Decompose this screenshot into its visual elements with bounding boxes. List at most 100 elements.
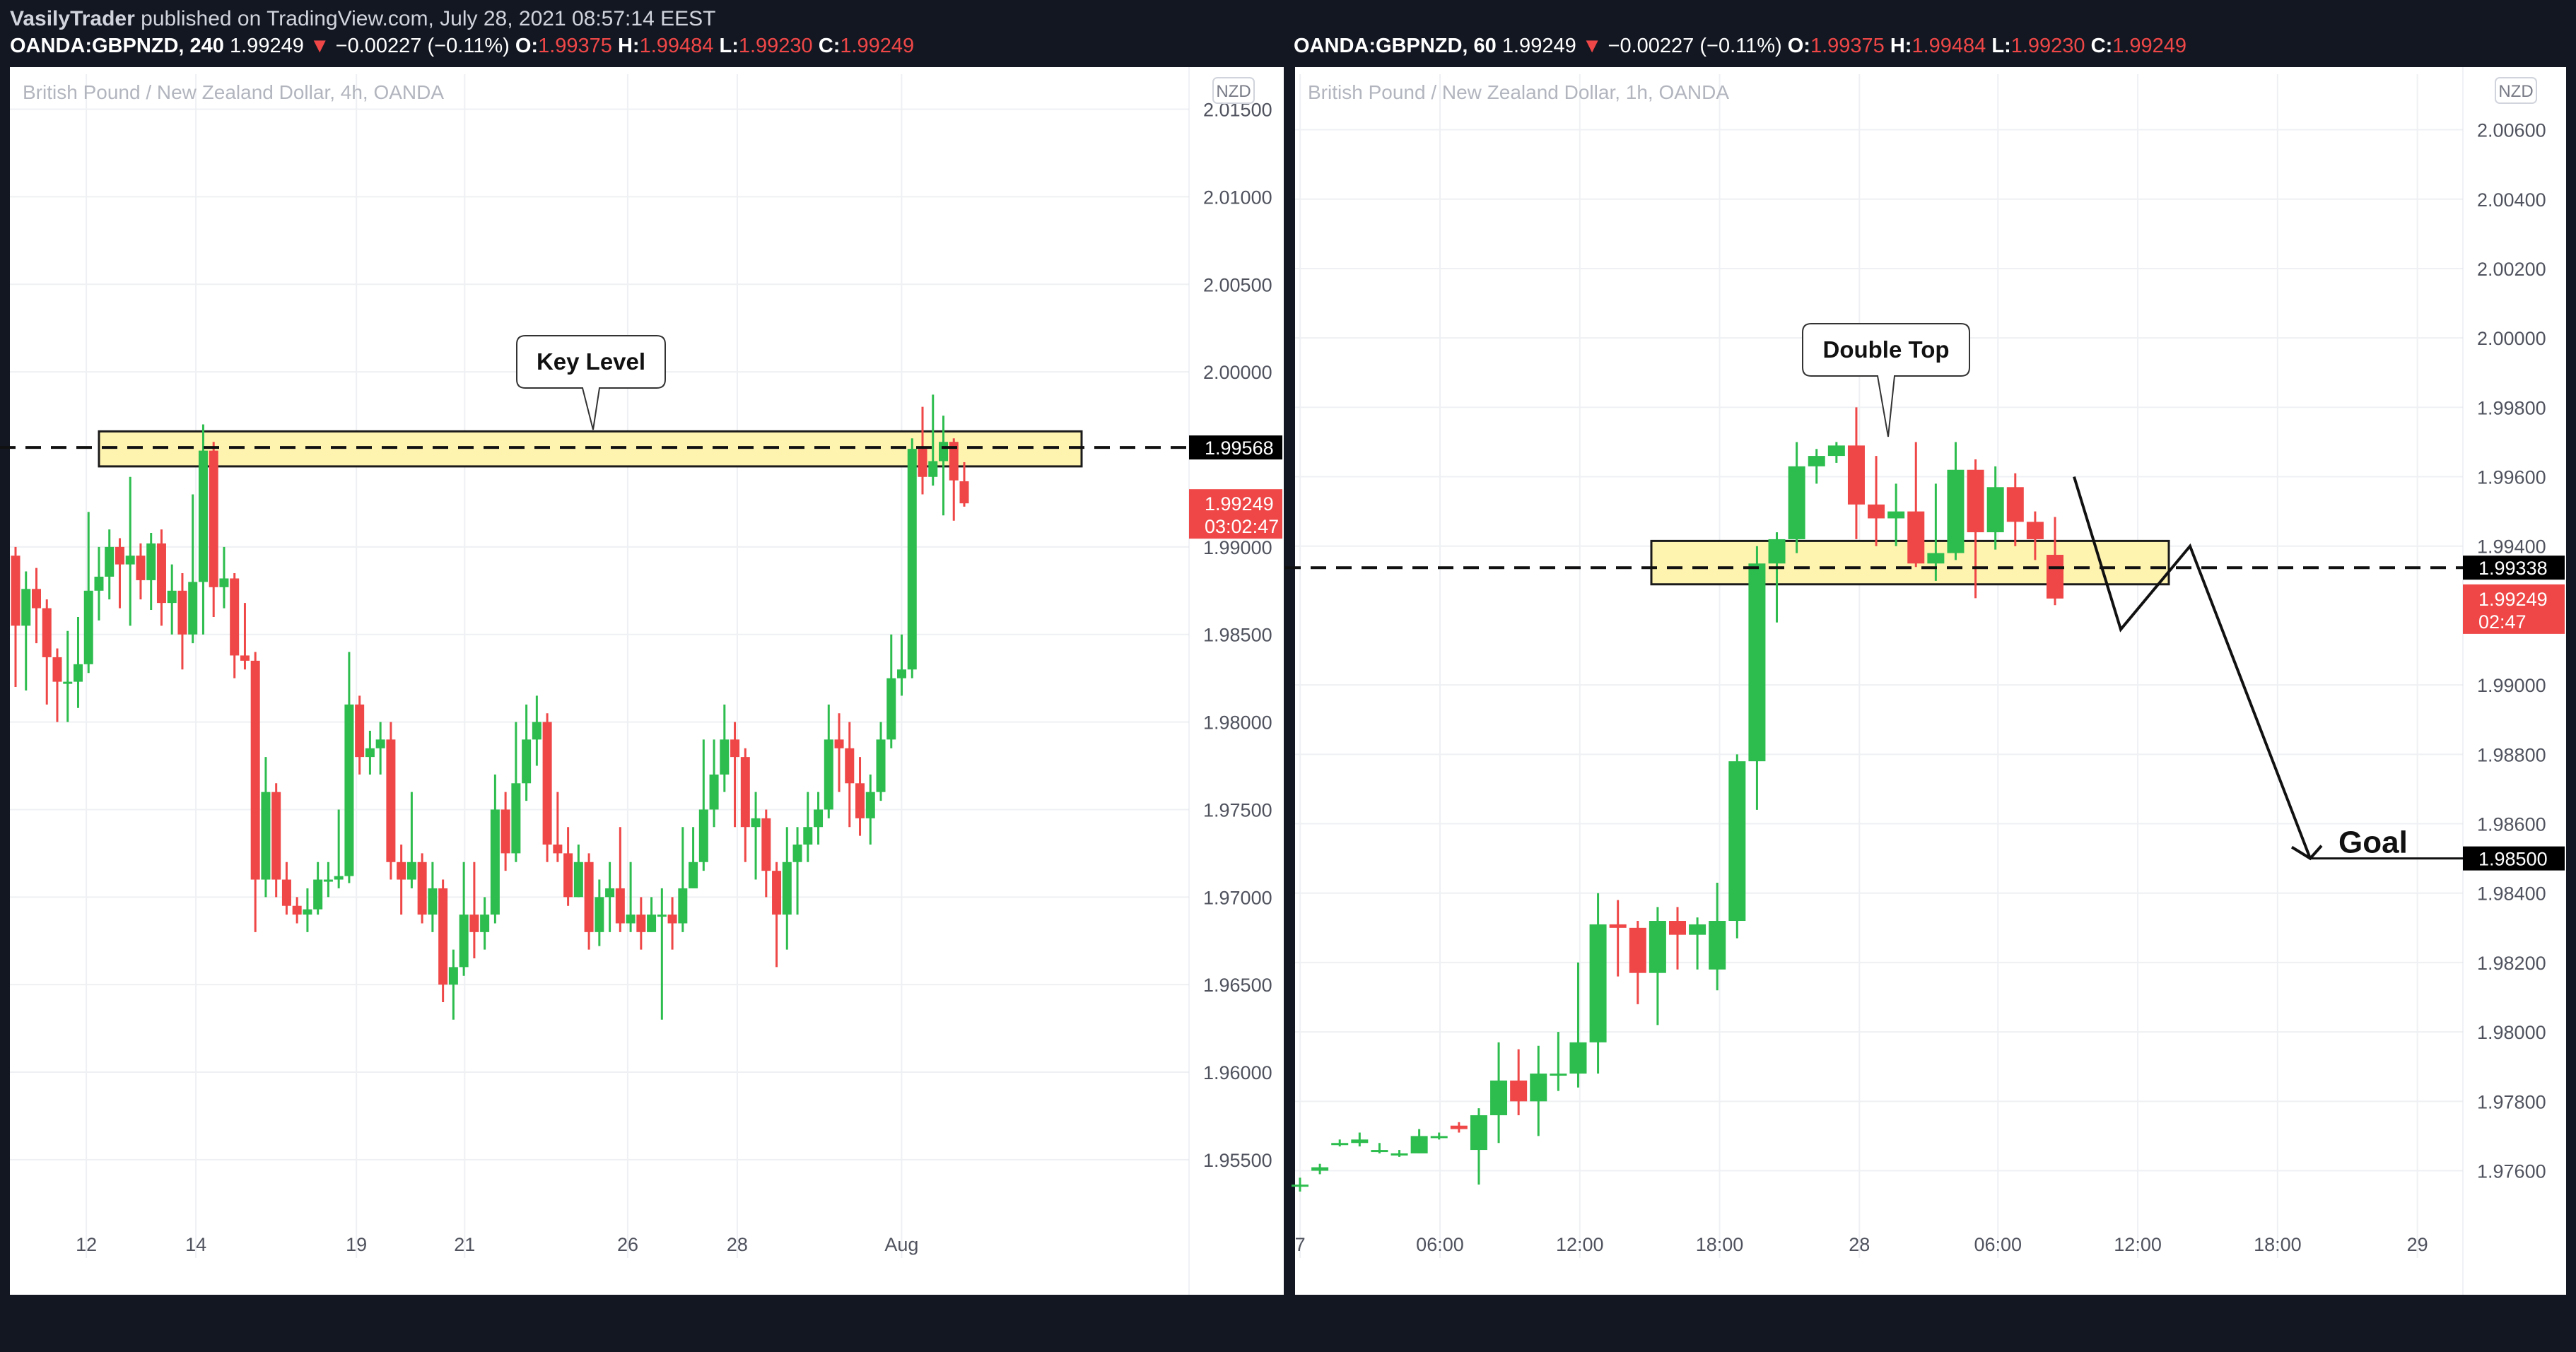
candle-down — [1629, 921, 1646, 1004]
legend-o-label: O: — [515, 35, 538, 57]
candle-body — [105, 546, 115, 577]
candle-down — [667, 897, 677, 950]
candle-up — [605, 862, 615, 932]
candle-up — [865, 774, 875, 845]
candle-up — [323, 862, 333, 898]
candle-body — [845, 748, 855, 784]
candle-up — [1351, 1132, 1369, 1147]
candle-down — [1450, 1122, 1468, 1133]
candle-body — [792, 845, 802, 862]
candle-body — [595, 897, 604, 932]
candle-body — [939, 442, 949, 462]
price-label: 2.01000 — [1203, 187, 1272, 208]
legend-change: −0.00227 (−0.11%) — [1608, 35, 1782, 57]
candle-down — [417, 853, 427, 924]
candle-up — [1927, 483, 1945, 581]
candle-down — [740, 748, 750, 862]
candle-body — [1609, 924, 1627, 928]
candle-body — [448, 967, 458, 985]
candle-body — [897, 669, 907, 678]
legend-last: 1.99249 — [1502, 35, 1576, 57]
candle-body — [63, 681, 73, 684]
candle-body — [542, 722, 552, 845]
candle-body — [240, 655, 250, 661]
time-label: 28 — [727, 1234, 748, 1255]
candle-down — [31, 568, 41, 644]
price-label: 1.97600 — [2477, 1161, 2546, 1182]
last-price-tag — [1189, 489, 1282, 539]
legend-open: 1.99375 — [538, 35, 612, 57]
currency-badge — [1212, 77, 1255, 104]
candle-down — [563, 827, 573, 906]
candle-up — [1709, 883, 1726, 991]
candle-body — [271, 792, 281, 880]
level-price-tag-text: 1.99568 — [1205, 437, 1274, 459]
candle-body — [876, 739, 886, 792]
candle-up — [626, 862, 636, 932]
legend-c-label: C: — [2091, 35, 2113, 57]
candle-body — [1629, 927, 1646, 973]
candle-down — [500, 792, 510, 871]
candle-down — [730, 722, 740, 828]
candle-body — [73, 664, 83, 682]
legend-h-label: H: — [618, 35, 640, 57]
candle-down — [438, 879, 448, 1002]
publisher-line: VasilyTrader published on TradingView.co… — [10, 7, 715, 30]
candle-down — [240, 603, 250, 670]
candle-body — [907, 449, 917, 670]
candle-up — [709, 739, 719, 828]
candle-body — [865, 792, 875, 818]
candle-body — [657, 915, 667, 917]
price-label: 1.98200 — [2477, 953, 2546, 974]
candle-body — [751, 818, 761, 828]
candle-down — [615, 827, 625, 932]
candle-body — [1768, 539, 1786, 564]
candle-down — [42, 599, 52, 705]
candle-up — [1292, 1177, 1309, 1192]
candle-up — [1550, 1032, 1567, 1091]
publish-info: published on TradingView.com, July 28, 2… — [135, 7, 716, 30]
candle-up — [105, 529, 115, 600]
price-label: 1.95500 — [1203, 1150, 1272, 1171]
price-label: 1.98600 — [2477, 814, 2546, 835]
legend-1: OANDA:GBPNZD, 60 1.99249 ▼ −0.00227 (−0.… — [1294, 35, 2186, 57]
candle-body — [11, 556, 21, 626]
candle-body — [1351, 1139, 1369, 1144]
time-label: 28 — [1849, 1234, 1870, 1255]
candle-body — [355, 704, 365, 758]
candle-body — [698, 809, 708, 862]
candle-up — [1947, 442, 1965, 560]
candle-body — [1530, 1074, 1547, 1102]
candle-body — [615, 888, 625, 924]
candle-up — [1748, 546, 1766, 810]
price-label: 1.97500 — [1203, 799, 1272, 821]
candle-body — [136, 556, 146, 580]
candle-up — [876, 722, 886, 801]
candles — [11, 394, 969, 1020]
candle-body — [511, 783, 521, 854]
candle-body — [689, 862, 698, 888]
candle-up — [522, 704, 532, 801]
candle-body — [1391, 1153, 1408, 1156]
candle-down — [949, 438, 959, 521]
bar-countdown: 03:02:47 — [1205, 516, 1279, 537]
legend-l-label: L: — [1991, 35, 2010, 57]
candle-up — [428, 862, 438, 932]
last-price-tag-text: 1.99249 — [1205, 493, 1274, 515]
candle-body — [584, 862, 594, 932]
price-label: 1.97800 — [2477, 1091, 2546, 1112]
candle-body — [824, 739, 833, 810]
candle-up — [219, 546, 229, 609]
price-label: 1.99800 — [2477, 397, 2546, 418]
candle-down — [918, 406, 927, 495]
candle-body — [1450, 1125, 1468, 1129]
candle-body — [730, 739, 740, 758]
legend-low: 1.99230 — [2011, 35, 2085, 57]
candle-body — [1550, 1074, 1567, 1076]
candle-up — [782, 827, 792, 950]
candle-down — [209, 442, 218, 617]
candle-up — [1410, 1129, 1428, 1153]
candle-body — [573, 862, 583, 898]
candle-up — [689, 827, 698, 888]
